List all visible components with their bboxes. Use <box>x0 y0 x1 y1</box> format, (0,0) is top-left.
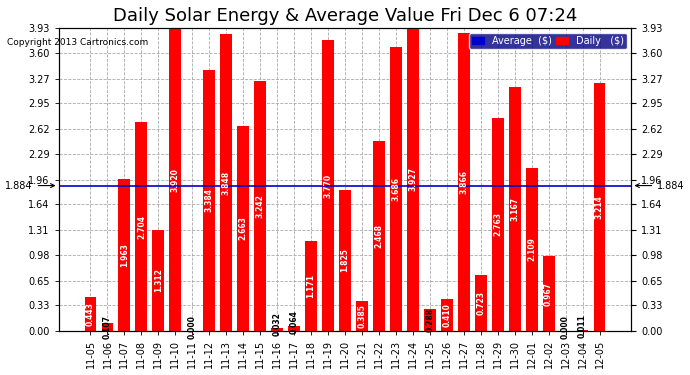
Text: 1.171: 1.171 <box>306 274 315 298</box>
Bar <box>424 309 436 331</box>
Text: 2.109: 2.109 <box>527 238 536 261</box>
Bar <box>542 256 555 331</box>
Text: 0.000: 0.000 <box>561 315 570 339</box>
Text: 0.288: 0.288 <box>425 308 434 332</box>
Bar <box>390 47 402 331</box>
Bar <box>593 83 605 331</box>
Text: 0.385: 0.385 <box>357 304 366 328</box>
Bar <box>85 297 97 331</box>
Text: 0.967: 0.967 <box>544 282 553 306</box>
Text: 3.167: 3.167 <box>510 197 519 221</box>
Bar <box>169 28 181 331</box>
Bar <box>135 122 148 331</box>
Bar <box>204 70 215 331</box>
Text: 0.011: 0.011 <box>578 314 587 338</box>
Text: Copyright 2013 Cartronics.com: Copyright 2013 Cartronics.com <box>7 38 148 47</box>
Legend: Average  ($), Daily   ($): Average ($), Daily ($) <box>469 33 627 49</box>
Text: 2.663: 2.663 <box>239 216 248 240</box>
Bar <box>373 141 385 331</box>
Bar <box>509 87 521 331</box>
Text: 1.312: 1.312 <box>154 268 163 292</box>
Text: 2.468: 2.468 <box>375 224 384 248</box>
Text: 3.384: 3.384 <box>205 188 214 212</box>
Bar <box>407 28 419 331</box>
Text: 3.920: 3.920 <box>171 168 180 192</box>
Bar <box>577 330 589 331</box>
Bar <box>288 326 300 331</box>
Bar <box>271 328 283 331</box>
Bar <box>356 301 368 331</box>
Bar <box>475 275 486 331</box>
Text: 2.704: 2.704 <box>137 214 146 238</box>
Bar <box>322 40 334 331</box>
Bar <box>339 190 351 331</box>
Bar <box>101 322 113 331</box>
Text: 0.443: 0.443 <box>86 302 95 326</box>
Text: 1.884: 1.884 <box>635 181 684 190</box>
Bar <box>526 168 538 331</box>
Text: 3.848: 3.848 <box>221 170 230 195</box>
Text: 3.686: 3.686 <box>391 177 400 201</box>
Text: 0.410: 0.410 <box>442 303 451 327</box>
Text: 0.723: 0.723 <box>476 291 485 315</box>
Text: 3.866: 3.866 <box>460 170 469 194</box>
Text: 3.214: 3.214 <box>595 195 604 219</box>
Bar <box>119 180 130 331</box>
Text: 3.770: 3.770 <box>324 173 333 198</box>
Title: Daily Solar Energy & Average Value Fri Dec 6 07:24: Daily Solar Energy & Average Value Fri D… <box>112 7 578 25</box>
Text: 0.032: 0.032 <box>273 312 282 336</box>
Text: 1.963: 1.963 <box>120 243 129 267</box>
Bar <box>441 299 453 331</box>
Text: 0.107: 0.107 <box>103 315 112 339</box>
Text: 2.763: 2.763 <box>493 212 502 236</box>
Bar <box>237 126 249 331</box>
Bar <box>152 230 164 331</box>
Bar <box>458 33 470 331</box>
Text: 3.242: 3.242 <box>256 194 265 218</box>
Bar <box>492 118 504 331</box>
Bar <box>220 34 232 331</box>
Text: 3.927: 3.927 <box>408 168 417 192</box>
Bar <box>254 81 266 331</box>
Bar <box>305 240 317 331</box>
Text: 1.825: 1.825 <box>340 249 350 272</box>
Text: 0.000: 0.000 <box>188 315 197 339</box>
Text: 0.064: 0.064 <box>290 310 299 334</box>
Text: 1.884: 1.884 <box>6 181 55 190</box>
